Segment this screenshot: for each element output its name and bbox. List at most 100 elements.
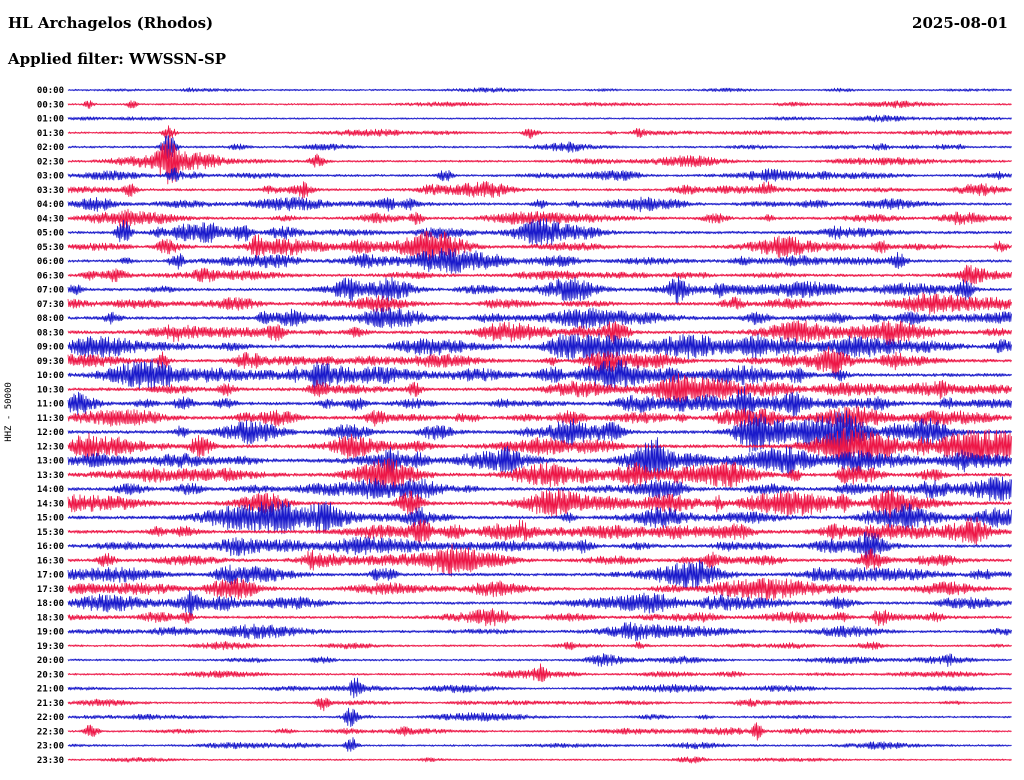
time-label: 09:00 bbox=[37, 343, 64, 353]
trace-row bbox=[67, 167, 1012, 183]
time-label: 01:30 bbox=[37, 129, 64, 139]
trace-row bbox=[67, 531, 1012, 560]
trace-row bbox=[67, 230, 1012, 263]
trace-row bbox=[67, 621, 1012, 642]
time-label: 11:00 bbox=[37, 400, 64, 410]
time-label: 10:30 bbox=[37, 385, 64, 395]
trace-row bbox=[67, 589, 1012, 618]
time-label: 22:30 bbox=[37, 727, 64, 737]
time-label: 03:30 bbox=[37, 186, 64, 196]
time-label: 11:30 bbox=[37, 414, 64, 424]
time-label: 04:00 bbox=[37, 200, 64, 210]
time-label: 19:00 bbox=[37, 628, 64, 638]
trace-row bbox=[67, 247, 1012, 274]
trace-row bbox=[67, 476, 1012, 502]
time-label: 09:30 bbox=[37, 357, 64, 367]
time-label: 05:30 bbox=[37, 243, 64, 253]
time-label: 02:30 bbox=[37, 157, 64, 167]
trace-row bbox=[67, 292, 1012, 315]
trace-row bbox=[67, 641, 1012, 651]
trace-row bbox=[67, 426, 1012, 466]
trace-row bbox=[67, 208, 1012, 229]
scale-label: HHZ - 50000 bbox=[4, 382, 14, 442]
trace-row bbox=[67, 218, 1012, 246]
trace-row bbox=[67, 264, 1012, 285]
trace-row bbox=[67, 114, 1012, 123]
time-label: 19:30 bbox=[37, 642, 64, 652]
time-label: 21:00 bbox=[37, 685, 64, 695]
time-label: 15:30 bbox=[37, 528, 64, 538]
time-label: 21:30 bbox=[37, 699, 64, 709]
trace-row bbox=[67, 663, 1012, 683]
trace-row bbox=[67, 410, 1012, 455]
time-label: 05:00 bbox=[37, 229, 64, 239]
trace-row bbox=[67, 487, 1012, 519]
trace-row bbox=[67, 358, 1012, 391]
time-label: 10:00 bbox=[37, 371, 64, 381]
trace-row bbox=[67, 697, 1012, 712]
time-label: 00:30 bbox=[37, 100, 64, 110]
trace-row bbox=[67, 608, 1012, 627]
time-label: 18:30 bbox=[37, 613, 64, 623]
time-label: 20:30 bbox=[37, 670, 64, 680]
time-label: 14:30 bbox=[37, 499, 64, 509]
trace-row bbox=[67, 346, 1012, 379]
trace-row bbox=[67, 500, 1012, 535]
trace-row bbox=[67, 372, 1012, 406]
time-label: 20:00 bbox=[37, 656, 64, 666]
time-label: 13:30 bbox=[37, 471, 64, 481]
trace-row bbox=[67, 196, 1012, 213]
trace-row bbox=[67, 135, 1012, 159]
time-label: 12:30 bbox=[37, 442, 64, 452]
time-label: 23:30 bbox=[37, 756, 64, 766]
trace-row bbox=[67, 737, 1012, 752]
trace-row bbox=[67, 457, 1012, 492]
time-label: 04:30 bbox=[37, 214, 64, 224]
time-label: 18:00 bbox=[37, 599, 64, 609]
trace-row bbox=[67, 275, 1012, 305]
time-label: 22:00 bbox=[37, 713, 64, 723]
time-label: 08:00 bbox=[37, 314, 64, 324]
time-label: 17:00 bbox=[37, 571, 64, 581]
time-label: 15:00 bbox=[37, 514, 64, 524]
time-label: 06:30 bbox=[37, 271, 64, 281]
trace-row bbox=[67, 87, 1012, 93]
time-label: 00:00 bbox=[37, 86, 64, 96]
time-label: 08:30 bbox=[37, 328, 64, 338]
trace-row bbox=[67, 756, 1012, 764]
trace-row bbox=[67, 707, 1012, 727]
filter-label: Applied filter: WWSSN-SP bbox=[8, 50, 227, 68]
trace-row bbox=[67, 677, 1012, 699]
time-label: 23:00 bbox=[37, 742, 64, 752]
trace-row bbox=[67, 307, 1012, 329]
station-title: HL Archagelos (Rhodos) bbox=[8, 14, 214, 32]
trace-row bbox=[67, 577, 1012, 601]
trace-row bbox=[67, 653, 1012, 667]
trace-row bbox=[67, 320, 1012, 346]
time-label: 07:00 bbox=[37, 286, 64, 296]
time-label: 07:30 bbox=[37, 300, 64, 310]
trace-row bbox=[67, 180, 1012, 199]
trace-row bbox=[67, 100, 1012, 109]
time-label: 17:30 bbox=[37, 585, 64, 595]
time-label: 12:00 bbox=[37, 428, 64, 438]
time-label: 01:00 bbox=[37, 115, 64, 125]
trace-row bbox=[67, 333, 1012, 362]
trace-row bbox=[67, 134, 1012, 185]
time-label: 13:00 bbox=[37, 457, 64, 467]
trace-row bbox=[67, 405, 1012, 430]
time-label: 02:00 bbox=[37, 143, 64, 153]
report-date: 2025-08-01 bbox=[912, 14, 1008, 32]
trace-group: 00:00 00:30 01:00 01:30 02:00 02:30 03:00 03:30… bbox=[37, 86, 1012, 766]
trace-row bbox=[67, 722, 1012, 741]
trace-row bbox=[67, 125, 1012, 140]
time-label: 16:00 bbox=[37, 542, 64, 552]
trace-row bbox=[67, 437, 1012, 482]
trace-row bbox=[67, 543, 1012, 577]
time-label: 06:00 bbox=[37, 257, 64, 267]
trace-row bbox=[67, 385, 1012, 419]
time-label: 16:30 bbox=[37, 556, 64, 566]
time-label: 14:00 bbox=[37, 485, 64, 495]
trace-row bbox=[67, 516, 1012, 547]
